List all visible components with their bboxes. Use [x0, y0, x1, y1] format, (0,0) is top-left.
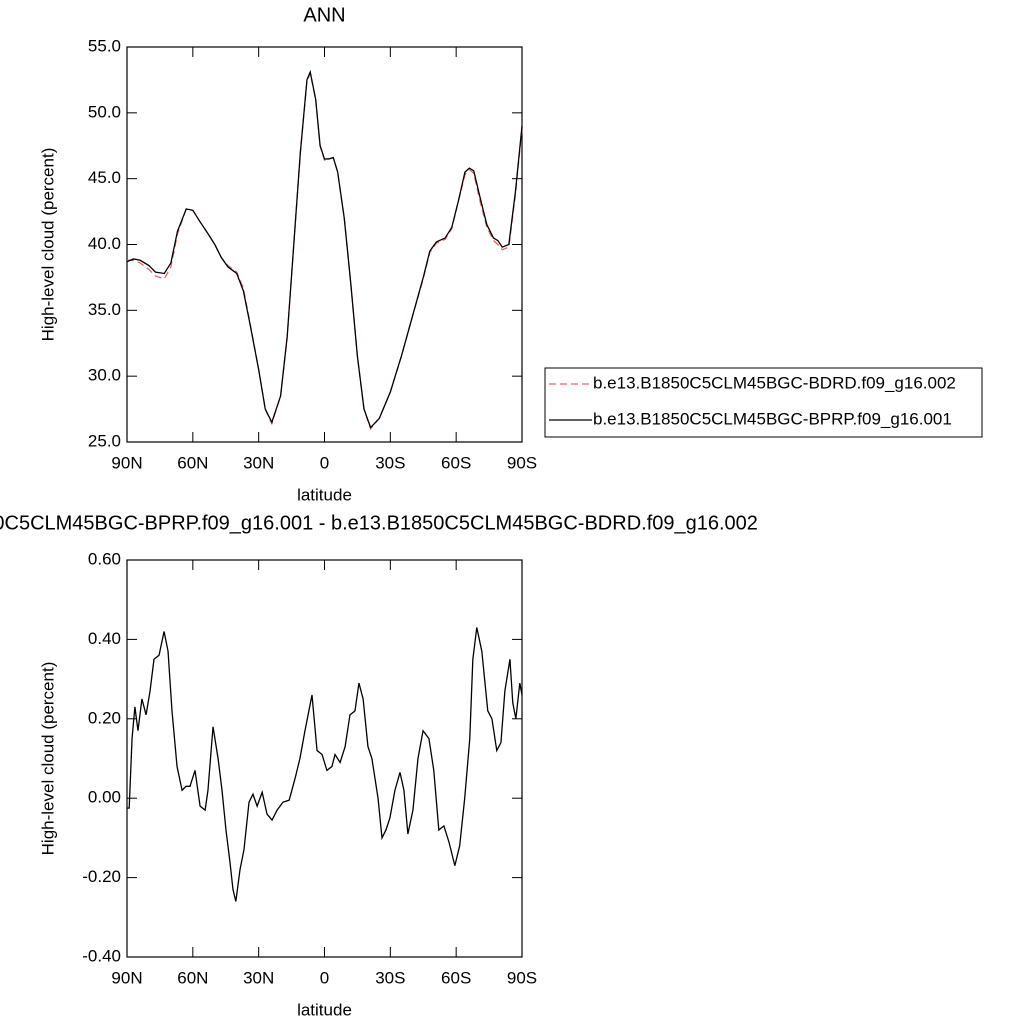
plot-frame	[126, 559, 523, 958]
y-axis-label: High-level cloud (percent)	[38, 148, 57, 342]
data-line	[127, 627, 523, 902]
chart-title: b.e13.B1850C5CLM45BGC-BPRP.f09_g16.001 -…	[0, 512, 758, 534]
x-tick-label: 0	[320, 453, 329, 472]
y-tick-label: -0.40	[82, 946, 121, 965]
y-tick-label: 55.0	[88, 36, 121, 55]
x-tick-label: 0	[320, 968, 329, 987]
x-tick-label: 30S	[375, 453, 405, 472]
chart-title: ANN	[303, 4, 345, 26]
y-tick-label: 0.60	[88, 549, 121, 568]
y-tick-label: 0.40	[88, 629, 121, 648]
x-axis-label: latitude	[297, 1000, 352, 1019]
y-tick-label: 35.0	[88, 300, 121, 319]
y-tick-label: 25.0	[88, 431, 121, 450]
x-tick-label: 60S	[441, 968, 471, 987]
x-tick-label: 90S	[507, 453, 537, 472]
legend-box	[544, 367, 983, 438]
y-tick-label: -0.20	[82, 867, 121, 886]
y-axis-label: High-level cloud (percent)	[38, 662, 57, 856]
y-tick-label: 30.0	[88, 366, 121, 385]
x-tick-label: 30N	[243, 968, 274, 987]
y-tick-label: 0.00	[88, 788, 121, 807]
legend-label: b.e13.B1850C5CLM45BGC-BDRD.f09_g16.002	[593, 373, 956, 392]
x-tick-label: 90S	[507, 968, 537, 987]
y-tick-label: 0.20	[88, 708, 121, 727]
x-tick-label: 60S	[441, 453, 471, 472]
x-tick-label: 30N	[243, 453, 274, 472]
legend-label: b.e13.B1850C5CLM45BGC-BPRP.f09_g16.001	[593, 409, 952, 428]
y-tick-label: 45.0	[88, 168, 121, 187]
x-axis-label: latitude	[297, 485, 352, 504]
x-tick-label: 30S	[375, 968, 405, 987]
data-line	[126, 69, 523, 429]
y-tick-label: 50.0	[88, 102, 121, 121]
x-tick-label: 60N	[177, 968, 208, 987]
data-line	[127, 71, 523, 431]
x-tick-label: 90N	[111, 968, 142, 987]
plot-frame	[126, 46, 523, 443]
y-tick-label: 40.0	[88, 234, 121, 253]
x-tick-label: 60N	[177, 453, 208, 472]
x-tick-label: 90N	[111, 453, 142, 472]
